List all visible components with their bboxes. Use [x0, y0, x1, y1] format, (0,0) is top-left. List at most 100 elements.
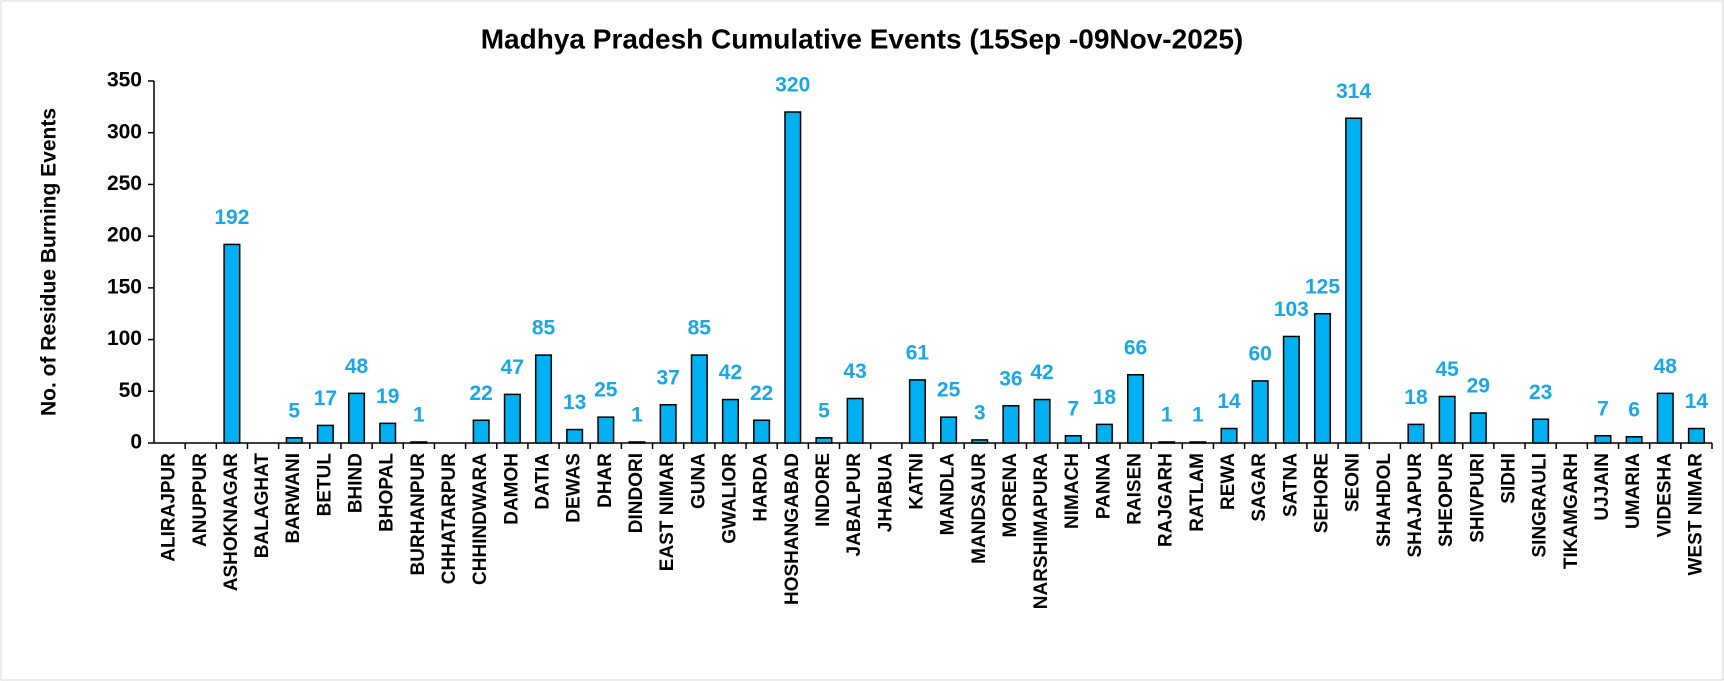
data-label: 125 — [1305, 275, 1340, 298]
x-tick-label: NIMACH — [1062, 453, 1083, 529]
bar — [566, 428, 584, 444]
x-tick-label: NARSHIMAPURA — [1031, 453, 1052, 610]
bar — [534, 354, 553, 444]
data-label: 43 — [843, 360, 866, 383]
x-tick-label: REWA — [1218, 453, 1239, 510]
data-label: 320 — [775, 74, 810, 97]
data-label: 22 — [750, 382, 773, 405]
x-tick-label: DATIA — [533, 453, 554, 510]
data-label: 61 — [906, 341, 930, 364]
bar — [659, 403, 677, 444]
data-label: 7 — [1597, 397, 1609, 420]
x-tick-label: DAMOH — [501, 453, 522, 525]
bar — [1220, 427, 1238, 444]
x-tick-label: SEHORE — [1312, 453, 1333, 533]
x-tick-label: SAGAR — [1249, 453, 1270, 522]
bar — [1095, 423, 1113, 444]
x-tick-label: BARWANI — [283, 453, 304, 543]
data-label: 19 — [376, 385, 399, 408]
x-tick-label: UMARIA — [1623, 453, 1644, 529]
data-label: 18 — [1404, 386, 1428, 409]
data-label: 42 — [1030, 361, 1053, 384]
bar — [815, 437, 833, 444]
bar — [1189, 441, 1207, 444]
x-tick-label: PANNA — [1093, 453, 1114, 519]
x-tick-label: BETUL — [314, 453, 335, 517]
y-axis-label: No. of Residue Burning Events — [38, 108, 61, 416]
bar — [1594, 435, 1612, 444]
bar — [1127, 373, 1145, 444]
bar — [1282, 335, 1300, 444]
bar — [753, 419, 771, 444]
x-tick-label: KATNI — [906, 453, 927, 510]
x-tick-label: VIDESHA — [1654, 453, 1675, 538]
x-tick-label: MORENA — [1000, 453, 1021, 538]
x-tick-label: EAST NIMAR — [657, 453, 678, 572]
bar — [472, 419, 490, 444]
x-tick-label: GWALIOR — [719, 453, 740, 544]
y-tick-label: 150 — [107, 275, 142, 298]
data-label: 6 — [1628, 398, 1640, 421]
bar — [908, 379, 926, 444]
bar — [1345, 117, 1363, 444]
y-tick-label: 0 — [130, 431, 142, 454]
data-label: 1 — [1161, 404, 1173, 427]
data-label: 1 — [1192, 404, 1204, 427]
x-tick-label: BURHANPUR — [408, 453, 429, 576]
data-label: 103 — [1274, 298, 1309, 321]
bar — [940, 416, 958, 444]
data-label: 45 — [1435, 358, 1459, 381]
data-label: 18 — [1093, 386, 1117, 409]
x-tick-label: ASHOKNAGAR — [221, 453, 242, 592]
x-tick-label: INDORE — [813, 453, 834, 527]
data-label: 85 — [688, 317, 712, 340]
x-tick-label: TIKAMGARH — [1561, 453, 1582, 569]
bar — [348, 392, 366, 444]
bar — [503, 393, 521, 444]
y-tick-label: 200 — [107, 224, 142, 247]
x-tick-label: RATLAM — [1187, 453, 1208, 532]
x-tick-label: SHAJAPUR — [1405, 453, 1426, 558]
x-tick-label: DHAR — [595, 453, 616, 508]
bar — [1469, 412, 1487, 444]
data-label: 22 — [470, 382, 493, 405]
x-tick-label: HOSHANGABAD — [782, 453, 803, 605]
x-tick-label: DINDORI — [626, 453, 647, 533]
bar — [597, 416, 615, 444]
bar — [379, 422, 397, 444]
bar — [628, 441, 646, 444]
data-label: 7 — [1067, 397, 1079, 420]
bar — [1313, 312, 1332, 444]
x-tick-label: SHAHDOL — [1374, 453, 1395, 547]
bar — [1033, 398, 1051, 444]
data-label: 48 — [1654, 355, 1678, 378]
x-tick-label: CHHINDWARA — [470, 453, 491, 585]
bar — [1064, 435, 1082, 444]
x-tick-label: HARDA — [751, 453, 772, 522]
bar — [971, 439, 989, 444]
x-tick-label: GUNA — [688, 453, 709, 509]
x-tick-label: DEWAS — [564, 453, 585, 523]
y-tick-label: 50 — [119, 379, 142, 402]
x-tick-label: SHIVPURI — [1467, 453, 1488, 543]
data-label: 25 — [937, 379, 961, 402]
x-tick-label: SINGRAULI — [1530, 453, 1551, 558]
x-tick-label: ANUPPUR — [190, 453, 211, 547]
data-label: 5 — [288, 399, 300, 422]
data-label: 14 — [1217, 390, 1241, 413]
data-label: 13 — [563, 391, 586, 414]
data-label: 25 — [594, 379, 618, 402]
data-label: 42 — [719, 361, 742, 384]
bar — [1687, 427, 1705, 444]
x-tick-label: SATNA — [1280, 453, 1301, 517]
data-label: 37 — [656, 366, 679, 389]
x-tick-label: SHEOPUR — [1436, 453, 1457, 547]
data-label: 36 — [999, 367, 1022, 390]
bar — [285, 437, 303, 444]
data-label: 314 — [1336, 80, 1371, 103]
x-tick-label: JHABUA — [875, 453, 896, 532]
x-tick-label: BHIND — [346, 453, 367, 513]
x-tick-label: RAISEN — [1125, 453, 1146, 525]
y-tick-label: 350 — [107, 69, 142, 92]
